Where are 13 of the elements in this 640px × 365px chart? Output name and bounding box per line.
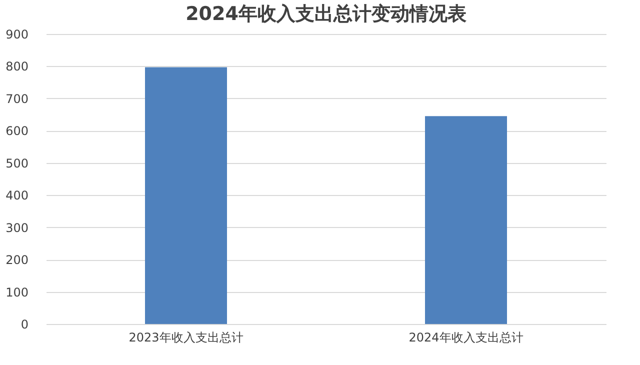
y-tick-label: 500 bbox=[6, 156, 28, 170]
y-tick-label: 600 bbox=[6, 124, 28, 138]
y-tick-label: 800 bbox=[6, 60, 28, 74]
y-tick-label: 0 bbox=[20, 318, 28, 332]
y-tick-label: 200 bbox=[6, 253, 28, 268]
y-tick-label: 700 bbox=[6, 92, 28, 106]
chart-title: 2024年收入支出总计变动情况表 bbox=[186, 3, 468, 25]
y-tick-label: 300 bbox=[6, 220, 28, 235]
x-tick-label: 2023年收入支出总计 bbox=[128, 330, 244, 344]
x-tick-label: 2024年收入支出总计 bbox=[408, 330, 524, 344]
y-tick-label: 100 bbox=[6, 285, 28, 300]
y-tick-label: 400 bbox=[6, 188, 28, 203]
y-tick-label: 900 bbox=[6, 28, 28, 42]
